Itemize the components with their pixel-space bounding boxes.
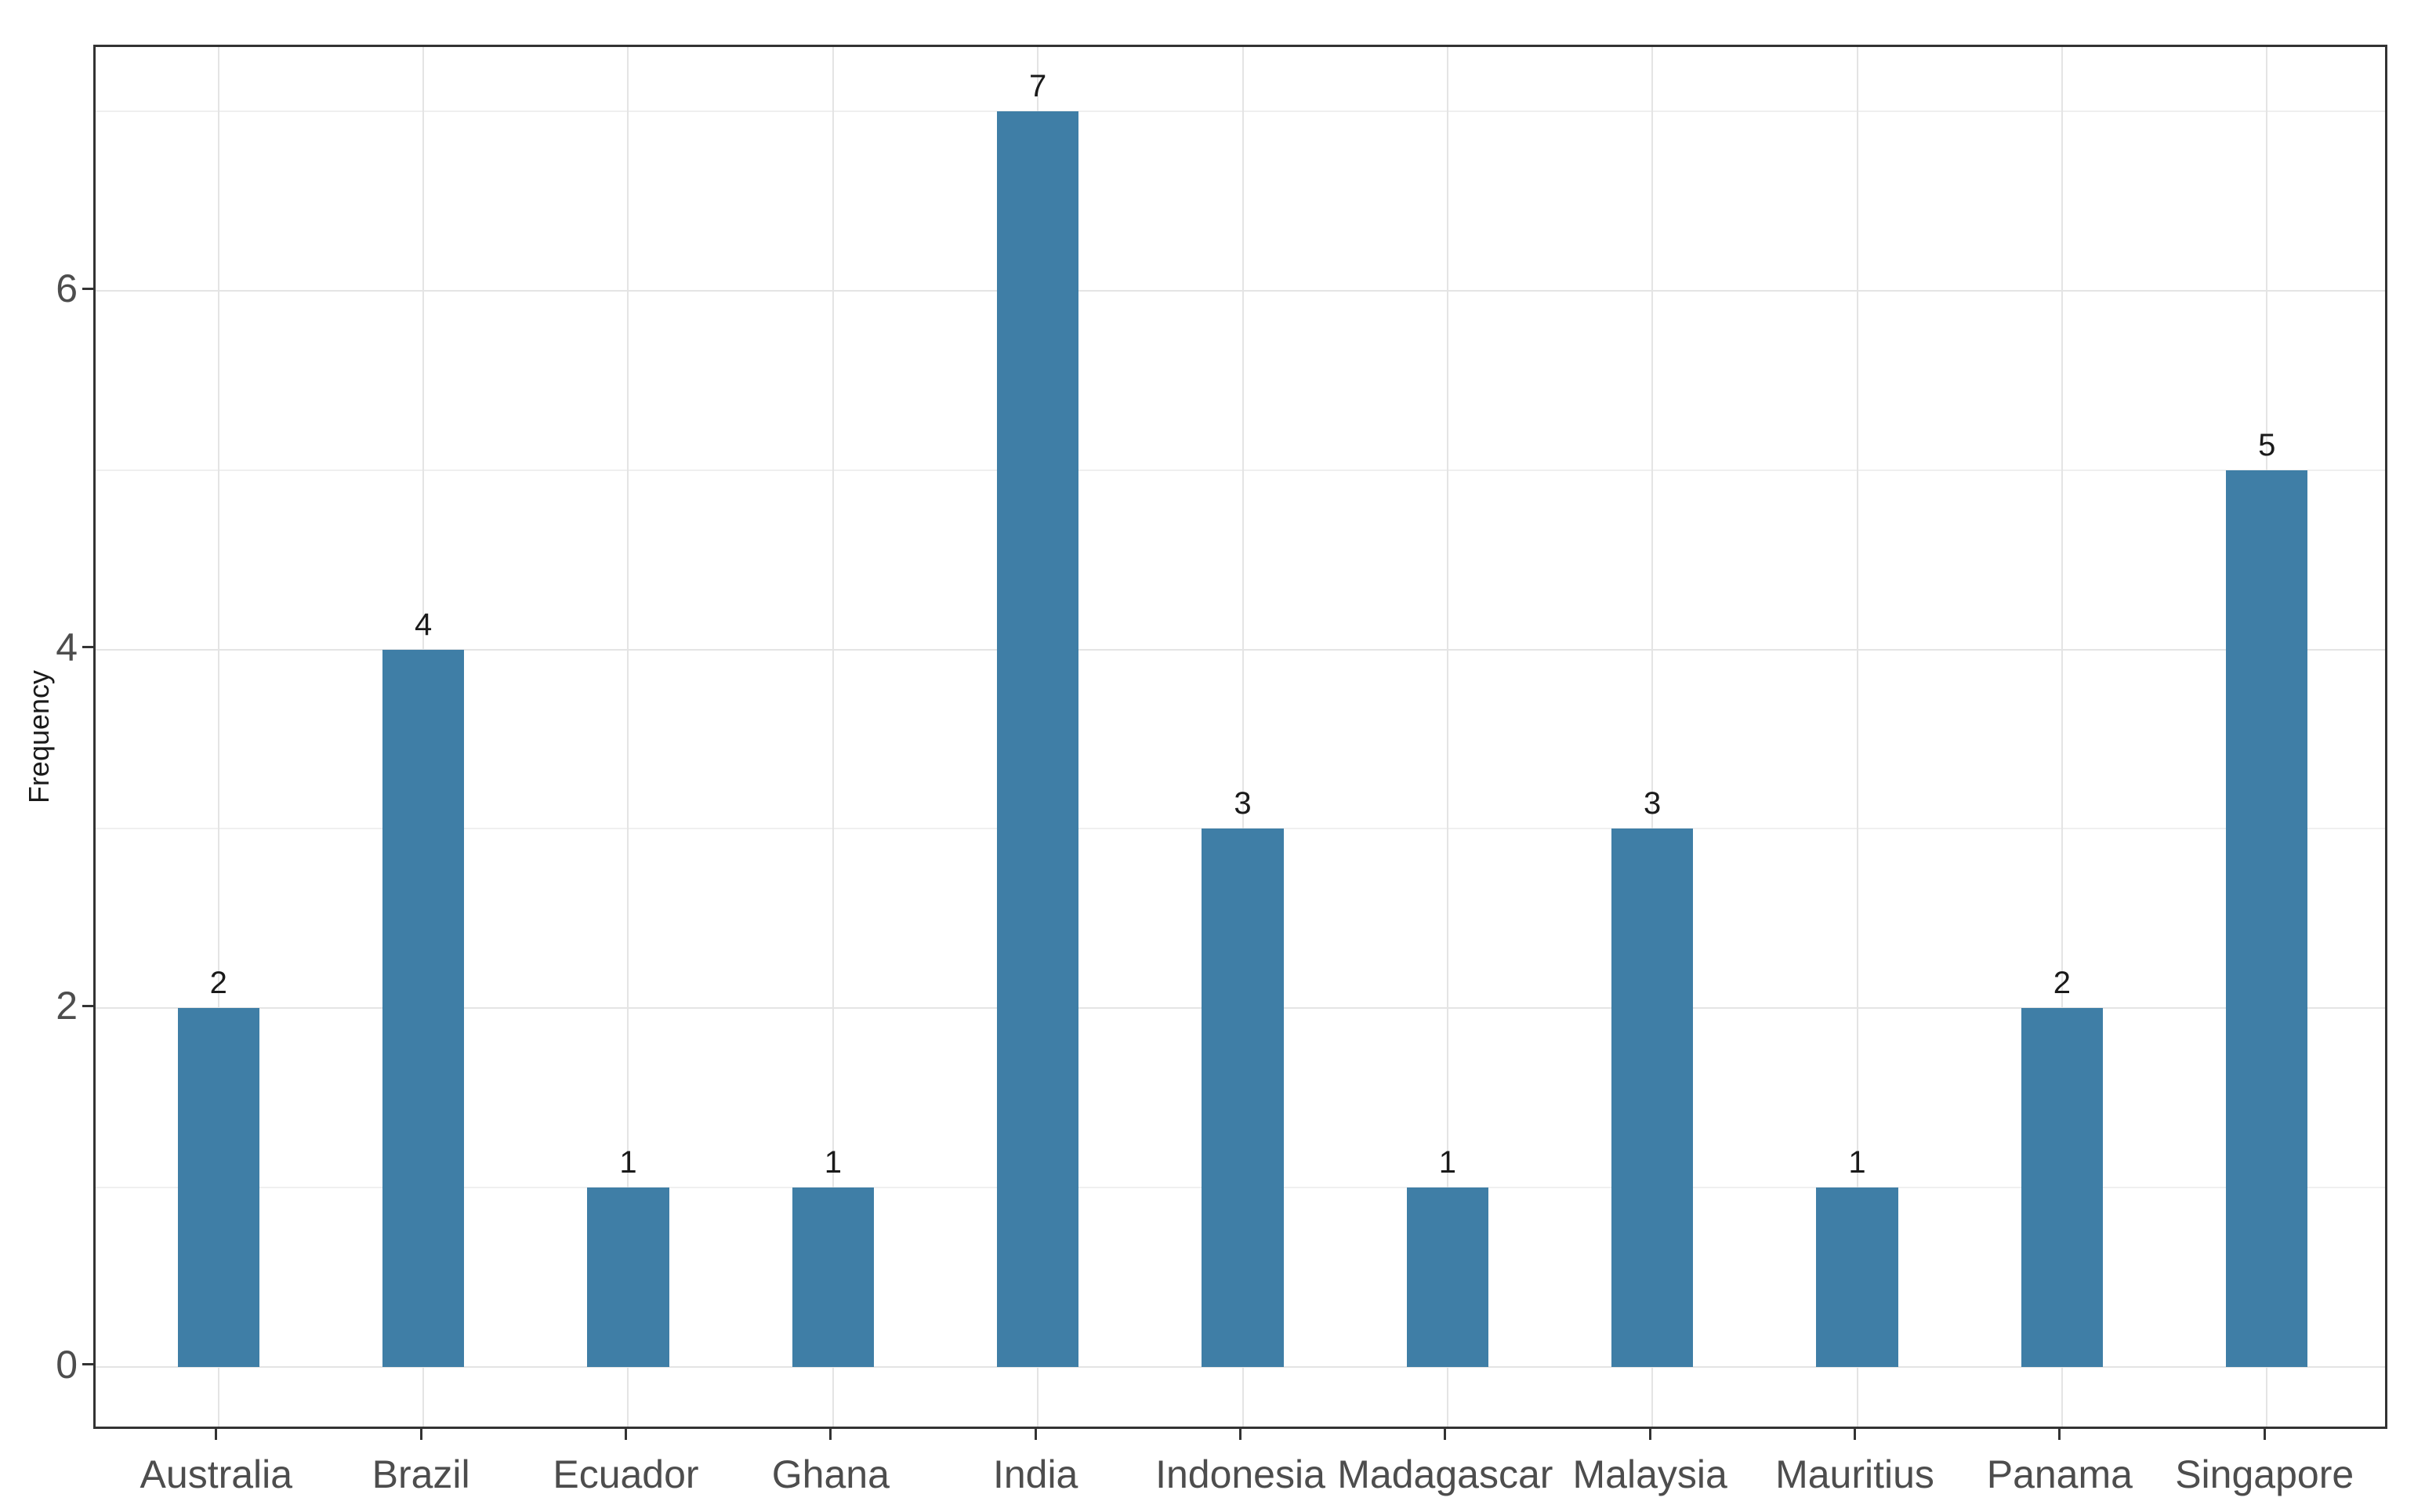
x-axis-category-label: Brazil [372, 1452, 470, 1496]
x-axis-tick-mark [624, 1429, 627, 1440]
bar-madagascar [1406, 1187, 1489, 1367]
bar-value-label: 3 [1234, 786, 1252, 821]
gridline-major-horizontal [96, 1365, 2385, 1368]
x-axis-tick-mark [1239, 1429, 1241, 1440]
y-axis-tick-label: 4 [56, 625, 78, 669]
bar-australia [177, 1008, 260, 1367]
bar-malaysia [1611, 829, 1694, 1367]
x-axis-category-label: Indonesia [1155, 1452, 1325, 1496]
y-axis-tick-mark [82, 1004, 93, 1007]
y-axis-tick-mark [82, 1363, 93, 1366]
x-axis-category-label: Mauritius [1775, 1452, 1934, 1496]
x-axis-category-label: Ghana [771, 1452, 890, 1496]
gridline-major-horizontal [96, 648, 2385, 651]
x-axis-category-label: Australia [140, 1452, 293, 1496]
bar-value-label: 2 [2053, 966, 2071, 1001]
y-axis-tick-mark [82, 646, 93, 649]
gridline-major-vertical [217, 47, 219, 1427]
y-axis-tick-label: 0 [56, 1342, 78, 1387]
bar-value-label: 1 [1848, 1144, 1866, 1180]
x-axis-tick-mark [1034, 1429, 1037, 1440]
bar-india [996, 111, 1079, 1367]
x-axis-category-label: Panama [1986, 1452, 2133, 1496]
gridline-major-vertical [627, 47, 629, 1427]
bar-brazil [382, 649, 465, 1367]
gridline-major-vertical [1651, 47, 1654, 1427]
x-axis-tick-mark [2058, 1429, 2061, 1440]
x-axis-tick-mark [1854, 1429, 1857, 1440]
bar-value-label: 3 [1644, 786, 1662, 821]
bar-ecuador [587, 1187, 669, 1367]
bar-value-label: 7 [1029, 69, 1047, 104]
x-axis-category-label: Singapore [2175, 1452, 2354, 1496]
x-axis-tick-mark [829, 1429, 832, 1440]
x-axis-tick-mark [2263, 1429, 2266, 1440]
bar-singapore [2225, 470, 2308, 1367]
x-axis-tick-mark [1648, 1429, 1651, 1440]
bar-value-label: 1 [619, 1144, 637, 1180]
y-axis-tick-label: 6 [56, 267, 78, 311]
bar-indonesia [1202, 829, 1284, 1367]
x-axis-category-label: India [992, 1452, 1078, 1496]
bar-value-label: 1 [1438, 1144, 1456, 1180]
bar-value-label: 5 [2258, 427, 2276, 462]
gridline-major-vertical [2061, 47, 2063, 1427]
bar-mauritius [1816, 1187, 1898, 1367]
x-axis-category-label: Madagascar [1337, 1452, 1553, 1496]
bar-value-label: 4 [415, 607, 433, 642]
gridline-major-vertical [1446, 47, 1448, 1427]
x-axis-tick-mark [1444, 1429, 1447, 1440]
x-axis-tick-mark [419, 1429, 422, 1440]
y-axis-tick-mark [82, 287, 93, 290]
gridline-major-vertical [832, 47, 834, 1427]
gridline-major-horizontal [96, 290, 2385, 292]
x-axis-category-label: Ecuador [553, 1452, 699, 1496]
gridline-minor-horizontal [96, 469, 2385, 471]
bar-panama [2021, 1008, 2104, 1367]
x-axis-tick-mark [215, 1429, 218, 1440]
gridline-minor-horizontal [96, 111, 2385, 113]
gridline-major-vertical [1856, 47, 1858, 1427]
x-axis-category-label: Malaysia [1572, 1452, 1727, 1496]
y-axis-title: Frequency [23, 669, 55, 804]
bar-ghana [792, 1187, 875, 1367]
bar-value-label: 1 [824, 1144, 842, 1180]
y-axis-tick-label: 2 [56, 984, 78, 1028]
gridline-major-vertical [1241, 47, 1244, 1427]
bar-value-label: 2 [209, 966, 227, 1001]
